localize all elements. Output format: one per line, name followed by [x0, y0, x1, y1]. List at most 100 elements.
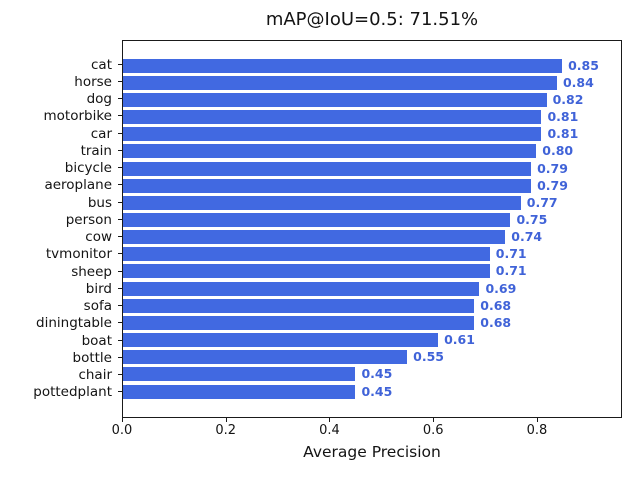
- y-tick-mark: [118, 374, 122, 376]
- bar-row: 0.80: [123, 143, 621, 160]
- y-tick-row: aeroplane: [0, 177, 122, 194]
- bar: [123, 367, 356, 382]
- y-tick-row: cat: [0, 56, 122, 73]
- bar-row: 0.69: [123, 280, 621, 297]
- y-tick-row: pottedplant: [0, 384, 122, 401]
- bar-value-label: 0.45: [361, 383, 393, 399]
- x-axis-label: Average Precision: [303, 443, 441, 461]
- bar: [123, 298, 475, 313]
- y-tick-label: bicycle: [64, 160, 112, 177]
- bar-row: 0.74: [123, 229, 621, 246]
- y-tick-row: horse: [0, 73, 122, 90]
- y-tick-label: pottedplant: [33, 384, 112, 401]
- y-tick-row: boat: [0, 332, 122, 349]
- bar: [123, 75, 557, 90]
- y-tick-mark: [118, 63, 122, 65]
- y-tick-row: car: [0, 125, 122, 142]
- bar-value-label: 0.68: [480, 297, 512, 313]
- y-tick-label: bus: [87, 194, 112, 211]
- y-tick-row: sheep: [0, 263, 122, 280]
- chart-title: mAP@IoU=0.5: 71.51%: [265, 9, 479, 30]
- y-tick-label: motorbike: [43, 108, 112, 125]
- x-axis: 0.0 0.2 0.4 0.6 0.8: [112, 418, 622, 442]
- bars-container: 0.85 0.84 0.82 0.81 0.81 0.80 0.79 0.79 0.77 0.75…: [123, 57, 621, 400]
- y-tick-mark: [118, 356, 122, 358]
- y-tick-row: motorbike: [0, 108, 122, 125]
- bar-value-label: 0.77: [526, 194, 558, 210]
- bar: [123, 178, 532, 193]
- x-tick-mark: [225, 418, 227, 422]
- bar-row: 0.68: [123, 297, 621, 314]
- x-tick-label: 0.8: [526, 423, 548, 438]
- y-tick-mark: [118, 322, 122, 324]
- bar: [123, 92, 547, 107]
- bar: [123, 212, 511, 227]
- y-tick-mark: [118, 80, 122, 82]
- bar-row: 0.45: [123, 366, 621, 383]
- bar: [123, 315, 475, 330]
- y-tick-label: diningtable: [36, 315, 112, 332]
- bar-value-label: 0.61: [444, 332, 475, 348]
- bar-row: 0.61: [123, 332, 621, 349]
- y-tick-label: train: [80, 142, 112, 159]
- y-tick-mark: [118, 149, 122, 151]
- bar-row: 0.68: [123, 314, 621, 331]
- y-tick-mark: [118, 115, 122, 117]
- bar: [123, 58, 563, 73]
- plot-area: 0.85 0.84 0.82 0.81 0.81 0.80 0.79 0.79 0.77 0.75…: [122, 40, 622, 418]
- x-tick-mark: [329, 418, 331, 422]
- y-tick-row: sofa: [0, 298, 122, 315]
- bar: [123, 384, 356, 399]
- bar-row: 0.75: [123, 211, 621, 228]
- y-tick-mark: [118, 305, 122, 307]
- x-tick-label: 0.4: [319, 423, 340, 438]
- y-tick-mark: [118, 339, 122, 341]
- y-tick-row: bottle: [0, 349, 122, 366]
- y-tick-mark: [118, 201, 122, 203]
- bar-row: 0.79: [123, 177, 621, 194]
- bar-value-label: 0.74: [511, 229, 543, 245]
- y-tick-label: bottle: [72, 349, 112, 366]
- y-tick-mark: [118, 98, 122, 100]
- bar-row: 0.85: [123, 57, 621, 74]
- bar: [123, 350, 408, 365]
- x-tick-label: 0.6: [422, 423, 444, 438]
- bar-row: 0.55: [123, 349, 621, 366]
- bar-value-label: 0.71: [495, 263, 527, 279]
- y-tick-mark: [118, 132, 122, 134]
- bar-value-label: 0.55: [413, 349, 444, 365]
- bar-value-label: 0.81: [547, 109, 579, 125]
- y-tick-mark: [118, 391, 122, 393]
- x-tick-label: 0.0: [111, 423, 133, 438]
- bar-value-label: 0.81: [547, 126, 579, 142]
- bar-row: 0.84: [123, 74, 621, 91]
- y-tick-label: person: [65, 211, 112, 228]
- y-axis: cat horse dog motorbike car train bicycle aerop…: [0, 56, 122, 401]
- bar-row: 0.45: [123, 383, 621, 400]
- y-tick-label: horse: [74, 73, 112, 90]
- y-tick-mark: [118, 253, 122, 255]
- bar: [123, 110, 542, 125]
- bar: [123, 264, 490, 279]
- bar-value-label: 0.71: [495, 246, 527, 262]
- y-tick-mark: [118, 167, 122, 169]
- bar-row: 0.77: [123, 194, 621, 211]
- x-tick-mark: [122, 418, 123, 422]
- bar-row: 0.81: [123, 108, 621, 125]
- bar: [123, 281, 480, 296]
- bar-row: 0.79: [123, 160, 621, 177]
- bar: [123, 144, 537, 159]
- y-tick-row: bird: [0, 280, 122, 297]
- y-tick-mark: [118, 270, 122, 272]
- bar-row: 0.81: [123, 126, 621, 143]
- bar-value-label: 0.82: [552, 91, 584, 107]
- x-tick-mark: [433, 418, 435, 422]
- y-tick-row: bicycle: [0, 160, 122, 177]
- bar-row: 0.71: [123, 263, 621, 280]
- y-tick-label: aeroplane: [44, 177, 112, 194]
- y-tick-row: cow: [0, 229, 122, 246]
- y-tick-label: cow: [85, 229, 112, 246]
- bar-row: 0.82: [123, 91, 621, 108]
- bar-value-label: 0.84: [562, 74, 594, 90]
